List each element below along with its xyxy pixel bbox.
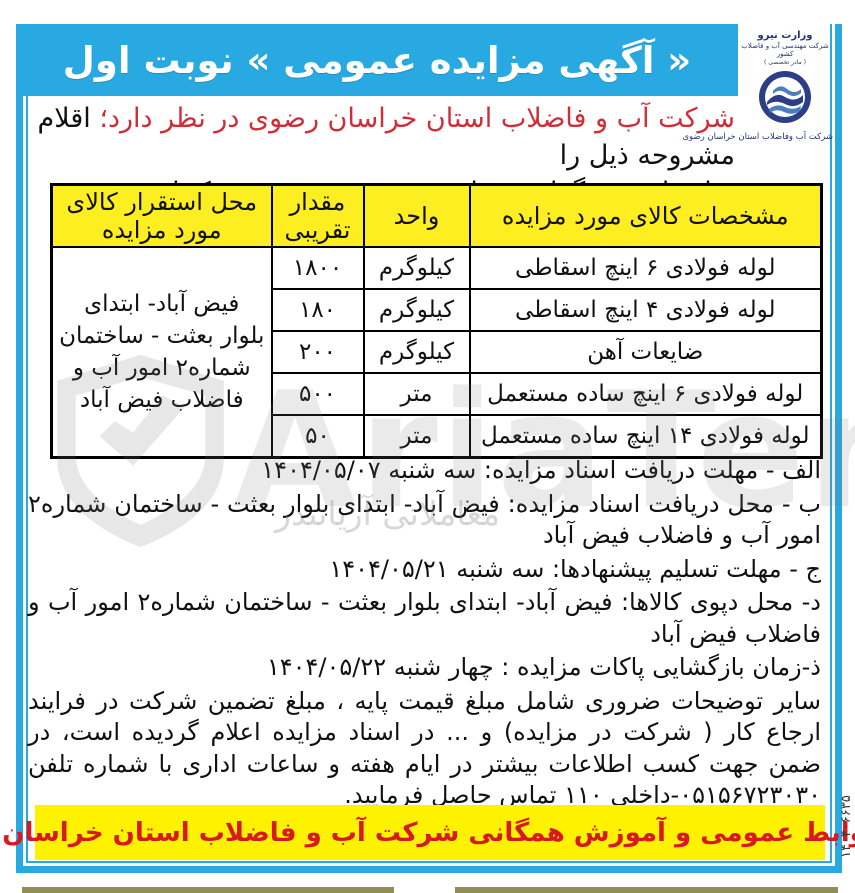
table-row: لوله فولادی ۱۴ اینچ ساده مستعمل متر ۵۰: [52, 414, 823, 459]
terms-section: الف - مهلت دریافت اسناد مزایده: سه شنبه …: [28, 455, 821, 814]
intro-black-text: اقلام مشروحه ذیل را: [37, 103, 735, 171]
col-header-item: مشخصات کالای مورد مزایده: [468, 183, 823, 248]
footer-banner: دفتر روابط عمومی و آموزش همگانی شرکت آب …: [0, 805, 855, 860]
unit-cell: متر: [362, 372, 471, 416]
page-frame-inner: [26, 24, 832, 863]
table-row: لوله فولادی ۴ اینچ اسقاطی کیلوگرم ۱۸۰: [52, 288, 823, 332]
ministry-label: وزارت نیرو: [757, 30, 813, 41]
col-header-unit: واحد: [362, 183, 471, 248]
term-other-details: سایر توضیحات ضروری شامل مبلغ قیمت پایه ،…: [28, 686, 821, 810]
company-name-label: شرکت آب وفاضلاب استان خراسان رضوی: [682, 132, 833, 142]
intro-line-1: شرکت آب و فاضلاب استان خراسان رضوی در نظ…: [36, 100, 735, 174]
term-z: ذ-زمان بازگشایی پاکات مزایده : چهار شنبه…: [266, 653, 821, 681]
col-header-qty: مقدار تقریبی: [270, 183, 365, 248]
title-banner: « آگهی مزایده عمومی » نوبت اول: [16, 24, 738, 96]
qty-cell: ۲۰۰: [270, 330, 365, 374]
location-cell: فیض آباد- ابتدای بلوار بعثت - ساختمان شم…: [50, 246, 273, 459]
parent-company-label: شرکت مهندسی آب و فاضلاب کشور: [741, 42, 829, 58]
next-ad-partial-bar: [22, 887, 394, 893]
unit-cell: کیلوگرم: [362, 330, 471, 374]
term-j: ج - مهلت تسلیم پیشنهادها: سه شنبه ۱۴۰۴/۰…: [329, 554, 821, 583]
auction-items-table: مشخصات کالای مورد مزایده واحد مقدار تقری…: [50, 183, 823, 459]
term-d: د- محل دپوی کالاها: فیض آباد- ابتدای بلو…: [28, 588, 821, 648]
item-cell: ضایعات آهن: [468, 330, 823, 374]
qty-cell: ۵۰۰: [270, 372, 365, 416]
item-cell: لوله فولادی ۱۴ اینچ ساده مستعمل: [468, 414, 823, 459]
item-cell: لوله فولادی ۴ اینچ اسقاطی: [468, 288, 823, 332]
water-company-emblem-icon: [759, 71, 811, 123]
col-header-location: محل استقرار کالای مورد مزایده: [50, 183, 273, 248]
qty-cell: ۱۸۰: [270, 288, 365, 332]
company-logo-block: وزارت نیرو شرکت مهندسی آب و فاضلاب کشور …: [682, 30, 833, 142]
unit-cell: متر: [362, 414, 471, 459]
footer-label: دفتر روابط عمومی و آموزش همگانی شرکت آب …: [0, 817, 855, 848]
table-row: ضایعات آهن کیلوگرم ۲۰۰: [52, 330, 823, 374]
unit-cell: کیلوگرم: [362, 288, 471, 332]
term-b: ب - محل دریافت اسناد مزایده: فیض آباد- ا…: [28, 489, 821, 550]
item-cell: لوله فولادی ۶ اینچ اسقاطی: [468, 246, 823, 290]
parent-company-sublabel: ( مادر تخصصی ): [764, 59, 806, 66]
qty-cell: ۵۰: [270, 414, 365, 459]
term-a: الف - مهلت دریافت اسناد مزایده: سه شنبه …: [261, 456, 821, 484]
table-row: لوله فولادی ۶ اینچ ساده مستعمل متر ۵۰۰: [52, 372, 823, 416]
item-cell: لوله فولادی ۶ اینچ ساده مستعمل: [468, 372, 823, 416]
table-header-row: مشخصات کالای مورد مزایده واحد مقدار تقری…: [50, 183, 823, 248]
qty-cell: ۱۸۰۰: [270, 246, 365, 290]
page-frame: [16, 24, 842, 873]
side-reference-number: ۱۴۰۴۰۶۶۳۵: [839, 795, 854, 858]
intro-company-red-text: شرکت آب و فاضلاب استان خراسان رضوی در نظ…: [99, 103, 735, 134]
table-row: لوله فولادی ۶ اینچ اسقاطی کیلوگرم ۱۸۰۰ ف…: [50, 246, 823, 459]
unit-cell: کیلوگرم: [362, 246, 471, 290]
next-ad-partial-bar: [455, 887, 838, 893]
ad-title: « آگهی مزایده عمومی » نوبت اول: [62, 38, 692, 82]
